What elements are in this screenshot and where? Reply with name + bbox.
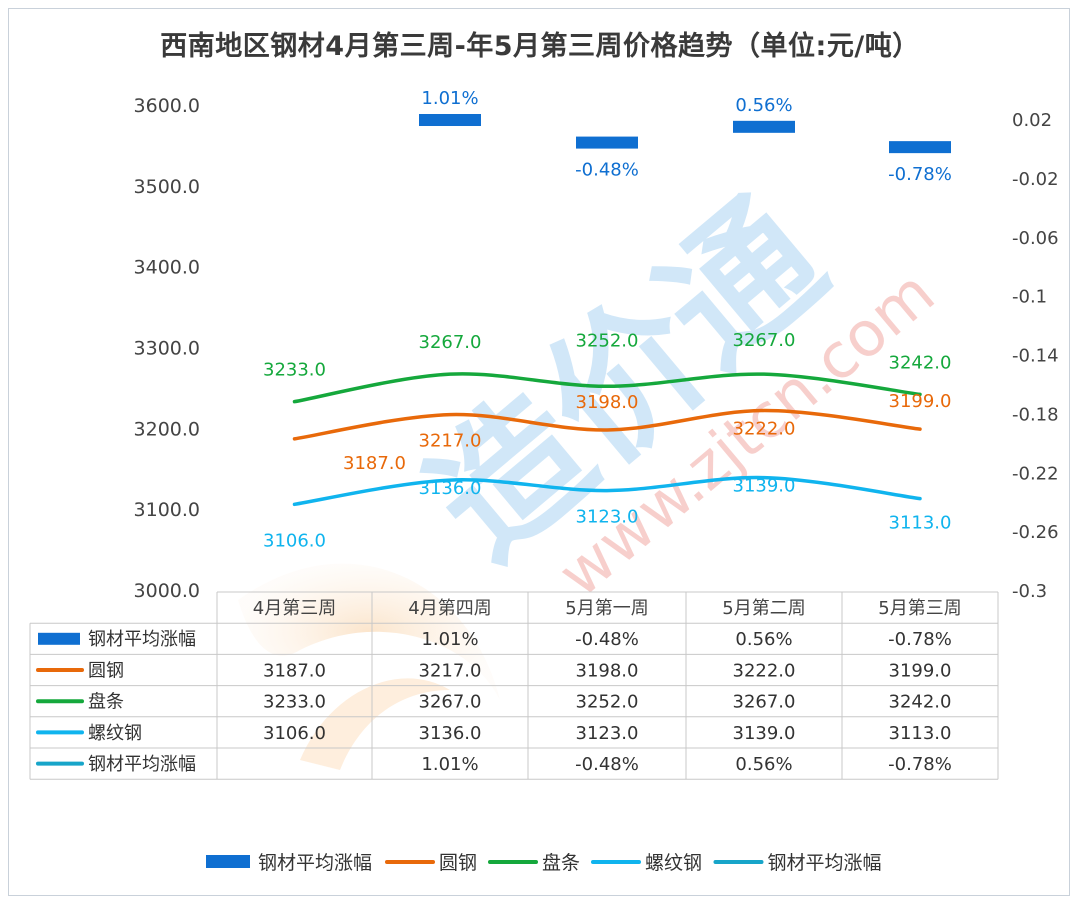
y-left-tick-label: 3500.0 [134,176,200,198]
line-data-label: 3113.0 [889,513,952,534]
table-cell: -0.78% [888,629,952,650]
bar-avg-change [733,120,795,133]
y-left-tick-label: 3100.0 [134,499,200,521]
bar-avg-change [576,136,638,149]
table-cell: 3267.0 [419,692,482,713]
y-left-tick-label: 3300.0 [134,338,200,360]
y-left-tick-label: 3200.0 [134,418,200,440]
x-tick-label: 5月第三周 [878,598,961,619]
table-cell: 1.01% [421,629,478,650]
y-right-tick-label: -0.1 [1012,287,1047,308]
table-legend-key [38,632,80,645]
x-tick-label: 5月第二周 [722,598,805,619]
table-cell: 3217.0 [419,660,482,681]
table-cell: 3233.0 [263,692,326,713]
y-right-tick-label: -0.06 [1012,228,1059,249]
table-cell: -0.48% [575,754,639,775]
bar-data-label: -0.78% [888,164,952,185]
table-cell: 3187.0 [263,660,326,681]
table-cell: 3242.0 [889,692,952,713]
watermark-swirl-inner [300,678,450,770]
y-right-tick-label: -0.18 [1012,404,1059,425]
bar-series [419,114,951,154]
y-left-tick-label: 3600.0 [134,95,200,117]
table-cell: 3267.0 [733,692,796,713]
table-cell: 3123.0 [576,723,639,744]
y-axis-right: 0.02 -0.02 -0.06 -0.1 -0.14 -0.18 -0.22 -0.26 -0… [1012,110,1059,602]
table-cell: 3198.0 [576,660,639,681]
line-data-label: 3252.0 [576,330,639,351]
y-left-tick-label: 3000.0 [134,580,200,602]
line-data-label: 3267.0 [733,330,796,351]
table-cell: -0.78% [888,754,952,775]
line-data-label: 3217.0 [419,431,482,452]
table-cell: 0.56% [735,629,792,650]
legend-label: 圆钢 [439,852,477,874]
y-right-tick-label: -0.14 [1012,346,1059,367]
y-right-tick-label: -0.02 [1012,169,1059,190]
bar-avg-change [419,114,481,127]
legend-label: 螺纹钢 [645,852,702,874]
legend-label: 盘条 [542,852,580,874]
table-row-header: 螺纹钢 [88,723,142,744]
y-right-tick-label: -0.22 [1012,463,1059,484]
x-tick-label: 5月第一周 [565,598,648,619]
line-data-label: 3233.0 [263,360,326,381]
table-cell: 0.56% [735,754,792,775]
table-cell: 3222.0 [733,660,796,681]
line-data-label: 3187.0 [343,453,406,474]
bar-avg-change [889,141,951,154]
legend-key [206,855,250,868]
line-data-label: 3222.0 [733,419,796,440]
line-data-label: 3242.0 [889,352,952,373]
x-tick-label: 4月第三周 [253,598,336,619]
y-right-tick-label: -0.26 [1012,522,1059,543]
line-series [292,372,922,507]
line-data-label: 3123.0 [576,507,639,528]
table-cell: 3106.0 [263,723,326,744]
line-data-label: 3199.0 [889,391,952,412]
chart-title: 西南地区钢材4月第三周-年5月第三周价格趋势（单位:元/吨） [160,31,920,62]
table-cell: 3113.0 [889,723,952,744]
line-data-label: 3198.0 [576,392,639,413]
legend-label: 钢材平均涨幅 [768,852,882,874]
table-cell: 3252.0 [576,692,639,713]
bar-data-label: 0.56% [735,95,792,116]
line-data-label: 3139.0 [733,476,796,497]
x-tick-label: 4月第四周 [408,598,491,619]
bar-data-label: 1.01% [421,88,478,109]
table-cell: -0.48% [575,629,639,650]
table-row-header: 盘条 [88,692,124,713]
table-cell: 3199.0 [889,660,952,681]
table-cell: 1.01% [421,754,478,775]
table-row-header: 圆钢 [88,660,124,681]
data-labels: 1.01% -0.48% 0.56% -0.78% 3187.0 3217.0 3198.0… [263,88,952,551]
table-cell: 3139.0 [733,723,796,744]
y-left-tick-label: 3400.0 [134,257,200,279]
y-right-tick-label: -0.3 [1012,581,1047,602]
table-row-header: 钢材平均涨幅 [88,754,196,775]
line-data-label: 3136.0 [419,478,482,499]
legend-label: 钢材平均涨幅 [258,852,372,874]
y-axis-left: 3600.0 3500.0 3400.0 3300.0 3200.0 3100.0 3000… [134,95,200,602]
table-cell: 3136.0 [419,723,482,744]
y-right-tick-label: 0.02 [1012,110,1052,131]
bar-data-label: -0.48% [575,160,639,181]
legend: 钢材平均涨幅 圆钢 盘条 螺纹钢 钢材平均涨幅 [206,852,882,874]
line-data-label: 3267.0 [419,332,482,353]
table-row-header: 钢材平均涨幅 [88,629,196,650]
watermark-swirl [238,563,500,700]
line-data-label: 3106.0 [263,530,326,551]
